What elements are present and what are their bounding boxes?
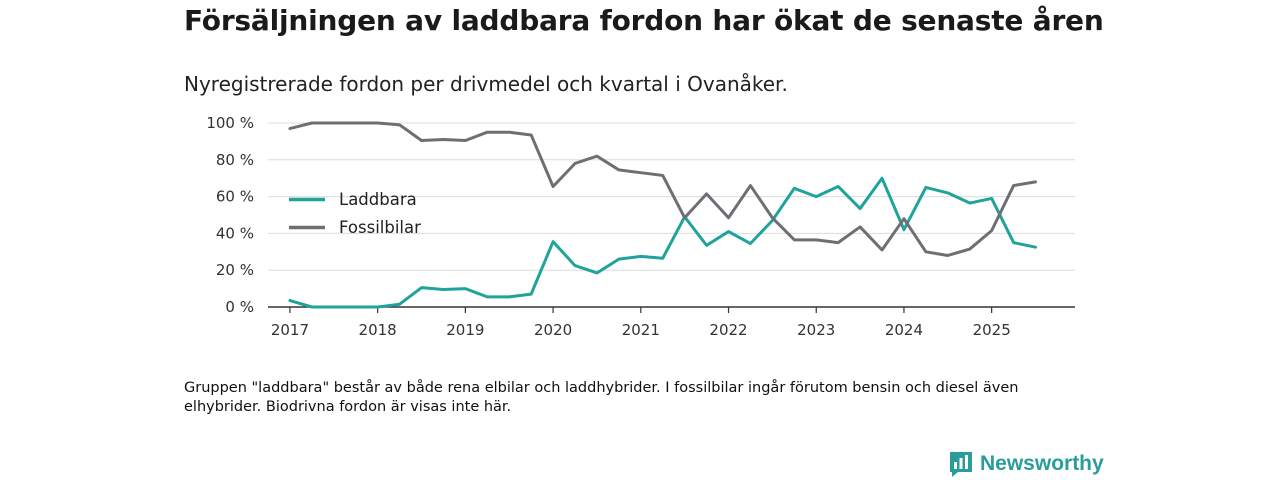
y-tick-label: 20 % (216, 261, 254, 279)
footnote: Gruppen "laddbara" består av både rena e… (184, 380, 1019, 415)
x-tick-label: 2023 (797, 321, 835, 339)
y-tick-label: 40 % (216, 224, 254, 242)
y-tick-label: 100 % (206, 114, 254, 132)
x-tick-label: 2025 (973, 321, 1011, 339)
x-tick-label: 2019 (446, 321, 484, 339)
x-tick-label: 2018 (359, 321, 397, 339)
y-axis-ticks: 0 % 20 % 40 % 60 % 80 % 100 % (206, 114, 254, 316)
y-tick-label: 0 % (225, 298, 254, 316)
x-tick-label: 2022 (709, 321, 747, 339)
series-line-laddbara (288, 176, 1038, 309)
grid-lines (268, 122, 1075, 271)
x-tick-label: 2020 (534, 321, 572, 339)
y-tick-label: 60 % (216, 188, 254, 206)
x-tick-label: 2024 (885, 321, 923, 339)
x-tick-label: 2017 (271, 321, 309, 339)
legend-label-fossilbilar: Fossilbilar (339, 218, 421, 237)
bar-chart-speech-bubble-icon (950, 452, 972, 477)
legend: Laddbara Fossilbilar (289, 190, 421, 237)
y-tick-label: 80 % (216, 151, 254, 169)
chart-subtitle: Nyregistrerade fordon per drivmedel och … (184, 72, 788, 96)
series-lines (288, 121, 1038, 309)
chart-title: Försäljningen av laddbara fordon har öka… (184, 4, 1104, 37)
legend-label-laddbara: Laddbara (339, 190, 417, 209)
x-axis: 2017 2018 2019 2020 2021 2022 2023 2024 2025 (268, 306, 1075, 339)
x-tick-label: 2021 (622, 321, 660, 339)
brand-name: Newsworthy (980, 452, 1104, 475)
series-line-fossilbilar (288, 121, 1038, 257)
brand-logo[interactable]: Newsworthy (948, 450, 1104, 478)
